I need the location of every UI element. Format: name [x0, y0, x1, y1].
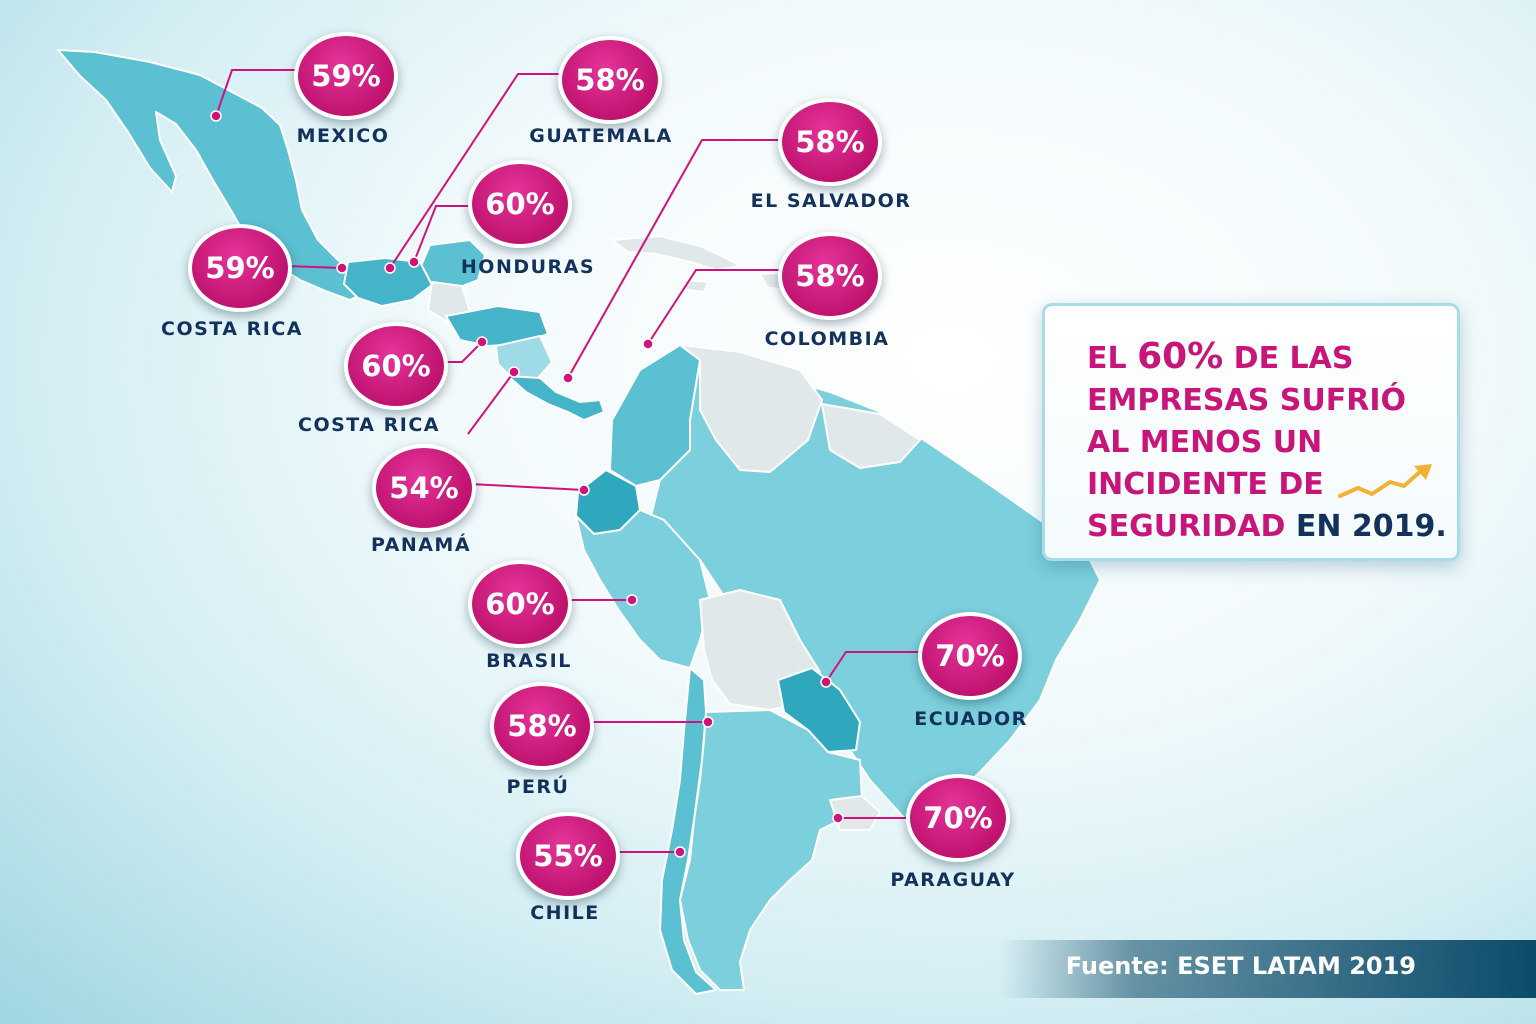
badge-costa-rica-1: 59%: [188, 224, 292, 312]
land-peru: [575, 509, 711, 669]
callout-line-1: EL 60% DE LAS: [1087, 336, 1437, 380]
leader-line-costa-rica-1: [285, 265, 343, 269]
land-argentina: [679, 709, 863, 991]
badge-colombia: 58%: [778, 232, 882, 320]
marker-dot-ecuador: [820, 676, 832, 688]
callout-line-4: INCIDENTE DE: [1087, 467, 1324, 502]
leader-line-ecuador: [825, 651, 922, 683]
land-chile: [659, 667, 717, 995]
marker-dot-paraguay: [832, 812, 844, 824]
footer-band: [1000, 940, 1536, 998]
stat-callout-box: EL 60% DE LAS EMPRESAS SUFRIÓ AL MENOS U…: [1042, 303, 1460, 561]
label-brasil: BRASIL: [486, 650, 572, 672]
marker-dot-panama-up: [508, 366, 520, 378]
label-guatemala: GUATEMALA: [529, 125, 673, 147]
callout-line-2: EMPRESAS SUFRIÓ: [1087, 383, 1407, 418]
map-land: [57, 49, 1101, 995]
marker-dot-costa-rica-1: [336, 262, 348, 274]
callout-line-5-b: EN 2019.: [1285, 509, 1447, 544]
badge-paraguay: 70%: [906, 774, 1010, 862]
label-panama: PANAMÁ: [370, 534, 472, 556]
label-mexico: MEXICO: [296, 125, 390, 147]
label-costa-rica-1: COSTA RICA: [161, 318, 303, 340]
leader-line-costa-rica-2: [444, 341, 483, 363]
label-ecuador: ECUADOR: [914, 708, 1028, 730]
leader-line-mexico: [215, 69, 300, 117]
marker-dot-panama: [578, 484, 590, 496]
badge-costa-rica-2: 60%: [344, 322, 448, 410]
leader-line-panama: [469, 483, 585, 491]
leader-line-honduras: [413, 205, 470, 263]
badge-panama: 54%: [372, 444, 476, 532]
callout-highlight-percent: 60%: [1137, 336, 1224, 377]
land-costa-rica-panama: [507, 375, 605, 421]
marker-dot-colombia: [642, 338, 654, 350]
leader-line-colombia: [647, 269, 780, 345]
badge-el-salvador: 58%: [778, 98, 882, 186]
trend-up-arrow-icon: [1338, 464, 1432, 498]
marker-dot-costa-rica-2: [476, 336, 488, 348]
callout-line-1-a: EL: [1087, 341, 1138, 376]
label-chile: CHILE: [530, 902, 600, 924]
badge-chile: 55%: [516, 812, 620, 900]
source-credit: Fuente: ESET LATAM 2019: [1065, 952, 1416, 980]
label-peru: PERÚ: [506, 776, 570, 798]
leader-line-el-salvador: [567, 139, 780, 379]
land-mexico: [57, 49, 373, 301]
label-honduras: HONDURAS: [460, 256, 596, 278]
badge-peru: 58%: [490, 682, 594, 770]
badge-ecuador: 70%: [918, 612, 1022, 700]
badge-guatemala: 58%: [558, 36, 662, 124]
badge-honduras: 60%: [468, 160, 572, 248]
label-paraguay: PARAGUAY: [890, 869, 1016, 891]
land-venezuela: [679, 344, 823, 473]
callout-line-5-a: SEGURIDAD: [1087, 509, 1286, 544]
leader-line-panama-up: [467, 371, 515, 435]
marker-dot-brasil: [626, 594, 638, 606]
callout-line-5: SEGURIDAD EN 2019.: [1087, 506, 1447, 548]
marker-dot-honduras: [408, 256, 420, 268]
label-costa-rica-2: COSTA RICA: [298, 414, 440, 436]
badge-brasil: 60%: [468, 560, 572, 648]
land-paraguay: [777, 667, 861, 753]
marker-dot-chile: [674, 846, 686, 858]
badge-mexico: 59%: [294, 32, 398, 120]
marker-dot-el-salvador: [562, 372, 574, 384]
marker-dot-mexico: [210, 110, 222, 122]
callout-line-1-c: DE LAS: [1223, 341, 1354, 376]
marker-dot-guatemala: [384, 262, 396, 274]
label-colombia: COLOMBIA: [764, 328, 890, 350]
leader-line-guatemala: [389, 73, 562, 269]
label-el-salvador: EL SALVADOR: [750, 190, 912, 212]
marker-dot-peru: [702, 716, 714, 728]
land-guyanas: [821, 403, 921, 469]
callout-line-3: AL MENOS UN: [1087, 425, 1323, 460]
